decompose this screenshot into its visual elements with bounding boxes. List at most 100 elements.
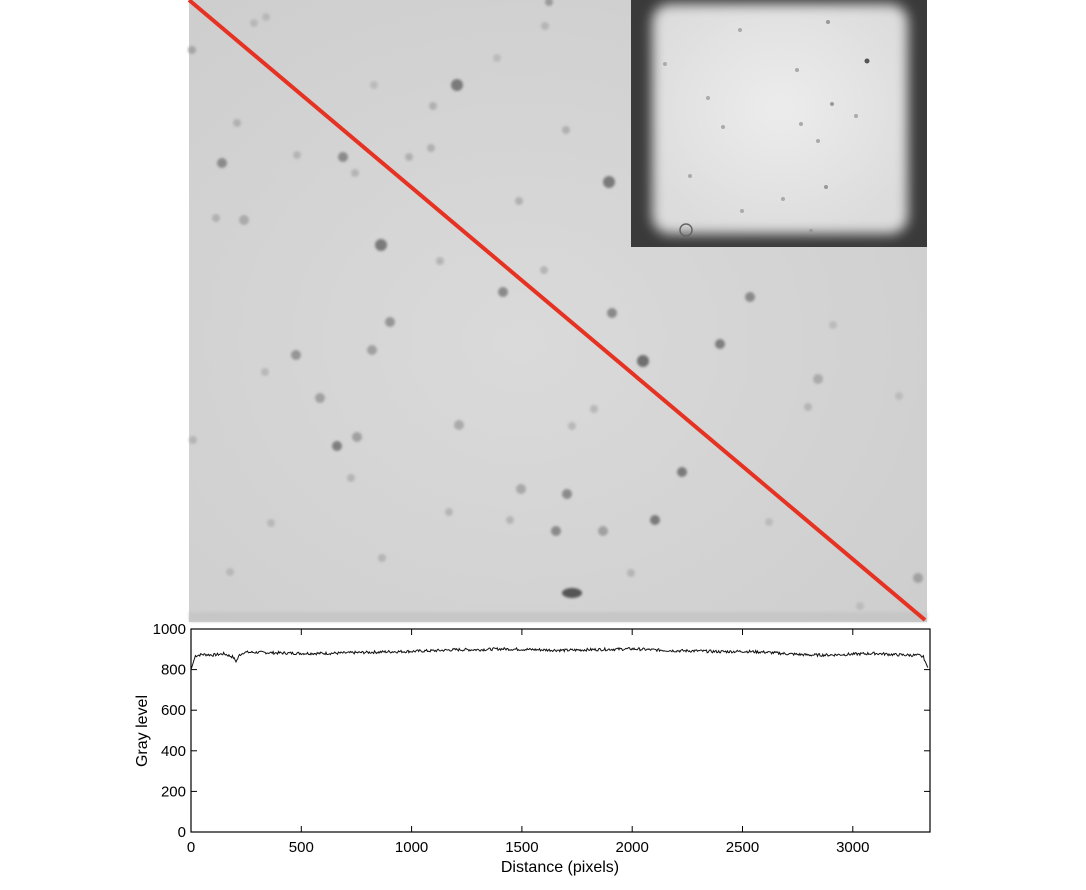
- particle: [189, 436, 197, 444]
- particle: [351, 169, 359, 177]
- particle: [226, 568, 234, 576]
- inset-image: [631, 0, 927, 247]
- particle: [637, 355, 649, 367]
- particle: [375, 239, 387, 251]
- particle: [568, 422, 576, 430]
- particle: [506, 516, 514, 524]
- y-tick-label: 0: [178, 824, 186, 841]
- inset-particle: [864, 58, 870, 64]
- particle: [293, 151, 301, 159]
- particle: [436, 257, 444, 265]
- particle: [493, 54, 501, 62]
- inset-particle: [663, 62, 667, 66]
- y-tick-label: 400: [161, 743, 186, 760]
- particle: [715, 339, 725, 349]
- inset-particle: [679, 223, 693, 237]
- inset-particle: [826, 20, 830, 24]
- x-tick-label: 0: [187, 839, 195, 856]
- inset-particle: [740, 209, 744, 213]
- particle: [590, 405, 598, 413]
- particle: [551, 526, 561, 536]
- particle: [454, 420, 464, 430]
- particle: [291, 350, 301, 360]
- x-axis-label: Distance (pixels): [501, 859, 619, 876]
- x-tick-label: 1500: [505, 839, 538, 856]
- inset-particle: [854, 114, 858, 118]
- particle: [829, 321, 837, 329]
- particle: [347, 474, 355, 482]
- particle: [627, 569, 635, 577]
- particle: [562, 489, 572, 499]
- particle: [813, 374, 823, 384]
- y-axis-label: Gray level: [134, 695, 151, 767]
- gray-level-profile-chart: 0 200 400 600 800 1000 0 500 1000 1500 2000 2500 30…: [134, 621, 931, 876]
- inset-particle: [738, 28, 742, 32]
- particle: [515, 197, 523, 205]
- y-tick-label: 1000: [153, 621, 186, 638]
- profile-series-line: [190, 646, 929, 670]
- inset-particle: [809, 229, 813, 233]
- x-tick-label: 3000: [836, 839, 869, 856]
- x-tick-label: 1000: [395, 839, 428, 856]
- particle: [212, 214, 220, 222]
- particle: [545, 0, 553, 6]
- particle: [262, 13, 270, 21]
- particle: [267, 519, 275, 527]
- particle: [913, 573, 923, 583]
- particle: [233, 119, 241, 127]
- particle: [445, 508, 453, 516]
- x-tick-label: 500: [289, 839, 314, 856]
- particle: [598, 526, 608, 536]
- particle: [745, 292, 755, 302]
- inset-particle: [799, 122, 803, 126]
- particle: [607, 308, 617, 318]
- x-axis: 0 500 1000 1500 2000 2500 3000: [187, 629, 869, 856]
- particle: [239, 215, 249, 225]
- particle: [367, 345, 377, 355]
- particle: [856, 602, 864, 610]
- particle: [562, 588, 582, 598]
- inset-particle: [824, 185, 828, 189]
- particle: [188, 46, 196, 54]
- particle: [451, 79, 463, 91]
- particle: [603, 176, 615, 188]
- particle: [427, 144, 435, 152]
- particle: [562, 126, 570, 134]
- inset-particle: [688, 174, 692, 178]
- y-tick-label: 200: [161, 783, 186, 800]
- particle: [378, 554, 386, 562]
- particle: [650, 515, 660, 525]
- inset-particle: [706, 96, 710, 100]
- particle: [541, 22, 549, 30]
- particle: [895, 392, 903, 400]
- inset-particle: [795, 68, 799, 72]
- particle: [332, 441, 342, 451]
- y-tick-label: 800: [161, 662, 186, 679]
- particle: [804, 403, 812, 411]
- inset-particle: [721, 125, 725, 129]
- inset-particle: [830, 102, 834, 106]
- inset-field: [652, 4, 908, 234]
- particle: [765, 518, 773, 526]
- profile-line: [187, 0, 927, 622]
- particle: [677, 467, 687, 477]
- x-tick-label: 2000: [616, 839, 649, 856]
- inset-particle: [781, 197, 785, 201]
- y-tick-label: 600: [161, 702, 186, 719]
- particle: [261, 368, 269, 376]
- particle: [516, 484, 526, 494]
- particle: [250, 19, 258, 27]
- particle: [498, 287, 508, 297]
- particle: [370, 81, 378, 89]
- inset-particle-layer: [663, 20, 870, 237]
- particle-layer: [188, 0, 927, 622]
- particle: [405, 153, 413, 161]
- particle: [540, 266, 548, 274]
- plot-frame: [190, 628, 931, 833]
- particle: [429, 102, 437, 110]
- particle: [315, 393, 325, 403]
- particle: [217, 158, 227, 168]
- particle: [338, 152, 348, 162]
- x-tick-label: 2500: [726, 839, 759, 856]
